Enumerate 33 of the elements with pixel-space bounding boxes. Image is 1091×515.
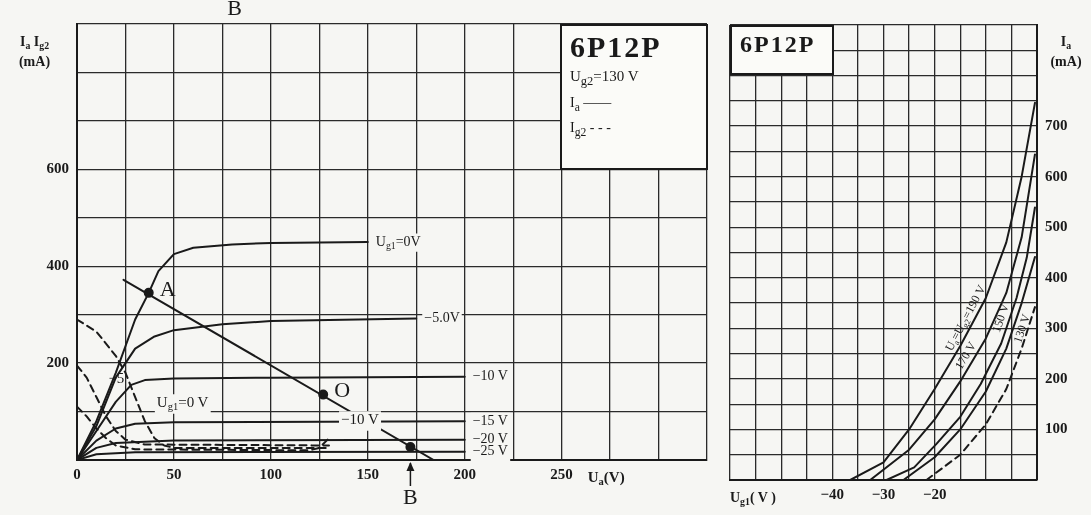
y-tick-label: 500 bbox=[1045, 218, 1068, 235]
series-label: −10 V bbox=[472, 368, 508, 384]
y-tick-label: 400 bbox=[46, 257, 69, 274]
annotation: I$_{g2}$ - - - bbox=[570, 119, 612, 139]
series-label: −5.0V bbox=[424, 310, 460, 326]
y-tick-label: 700 bbox=[1045, 116, 1068, 133]
x-tick-label: 50 bbox=[166, 465, 182, 482]
chart-title: 6P12P bbox=[740, 31, 817, 58]
y-tick-label: 600 bbox=[1045, 167, 1068, 184]
text: 130 V bbox=[1010, 312, 1034, 345]
text: U$_{g2}$=130 V bbox=[570, 68, 640, 89]
annotation: I$_{a}$ —— bbox=[570, 95, 613, 114]
y-tick-label: 100 bbox=[1045, 420, 1068, 437]
chart-title: 6P12P bbox=[570, 30, 663, 64]
x-tick-label: 0 bbox=[73, 465, 81, 482]
x-tick-label: 200 bbox=[453, 465, 476, 482]
x-tick-label: 100 bbox=[259, 465, 283, 482]
y-tick-label: 200 bbox=[46, 353, 69, 370]
x-tick-label: −40 bbox=[820, 485, 845, 502]
y-tick-label: 600 bbox=[46, 160, 69, 177]
x-tick-label: 150 bbox=[356, 465, 380, 482]
x-tick-label: −30 bbox=[871, 485, 896, 502]
y-tick-label: 400 bbox=[1045, 268, 1068, 285]
series-label: −25 V bbox=[472, 443, 508, 459]
text: B bbox=[227, 0, 242, 20]
y-tick-label: 200 bbox=[1045, 369, 1068, 386]
annotation: −10 V bbox=[341, 411, 379, 428]
x-tick-label: −20 bbox=[922, 485, 947, 502]
y-tick-label: 300 bbox=[1045, 319, 1068, 336]
annotation: B bbox=[403, 483, 418, 509]
series-label: −15 V bbox=[472, 412, 508, 428]
annotation: O bbox=[334, 377, 351, 403]
x-tick-label: 250 bbox=[550, 465, 573, 482]
